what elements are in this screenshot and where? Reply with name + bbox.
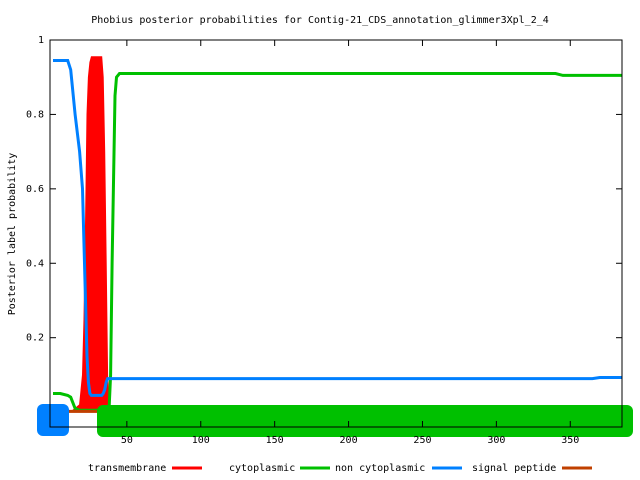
y-tick-label: 1 <box>38 35 44 46</box>
y-tick-label: 0.8 <box>26 109 44 120</box>
legend-label: transmembrane <box>88 463 166 474</box>
y-tick-label: 0.6 <box>26 184 44 195</box>
topology-track <box>97 405 633 437</box>
topology-track <box>37 404 69 436</box>
y-tick-label: 0.4 <box>26 258 44 269</box>
chart-title: Phobius posterior probabilities for Cont… <box>91 15 549 26</box>
x-tick-label: 250 <box>413 435 431 446</box>
x-tick-label: 350 <box>561 435 579 446</box>
x-tick-label: 300 <box>487 435 505 446</box>
line <box>53 59 622 397</box>
x-tick-label: 100 <box>192 435 210 446</box>
legend-label: non cytoplasmic <box>335 463 425 474</box>
legend-label: signal peptide <box>472 463 556 474</box>
legend-label: cytoplasmic <box>229 463 295 474</box>
x-tick-label: 150 <box>266 435 284 446</box>
x-tick-label: 50 <box>121 435 133 446</box>
y-tick-label: 0.2 <box>26 333 44 344</box>
plot-frame <box>49 39 623 428</box>
x-tick-label: 200 <box>340 435 358 446</box>
y-axis-label: Posterior label probability <box>7 153 18 316</box>
